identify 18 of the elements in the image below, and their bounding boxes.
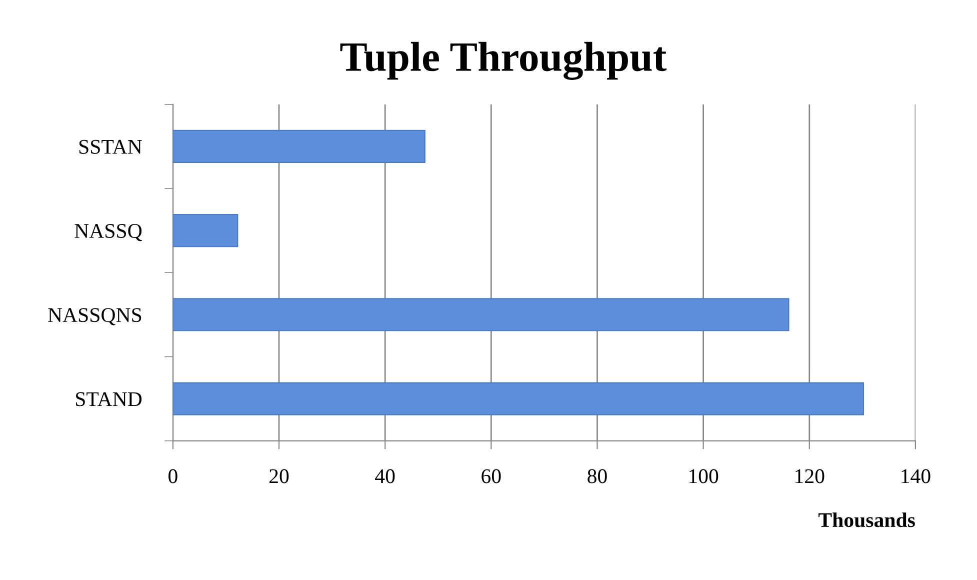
bar: [172, 382, 864, 416]
x-tick-label: 140: [902, 469, 930, 484]
x-tick-label: 20: [270, 469, 289, 484]
y-tick-label: SSTAN: [79, 140, 142, 154]
y-tick-label: STAND: [76, 392, 142, 406]
bar: [172, 130, 426, 163]
x-tick-label: 0: [168, 469, 178, 484]
x-tick-label: 60: [482, 469, 501, 484]
bar: [172, 214, 238, 248]
x-tick-label: 80: [588, 469, 607, 484]
x-tick-label: 40: [375, 469, 395, 484]
chart-title: Tuple Throughput: [340, 42, 667, 80]
bar: [172, 298, 790, 332]
y-tick-label: NASSQNS: [48, 308, 142, 326]
x-axis-title: Thousands: [818, 512, 915, 528]
y-tick-label: NASSQ: [74, 224, 142, 242]
x-tick-label: 100: [690, 469, 718, 484]
x-tick-label: 120: [796, 469, 824, 484]
